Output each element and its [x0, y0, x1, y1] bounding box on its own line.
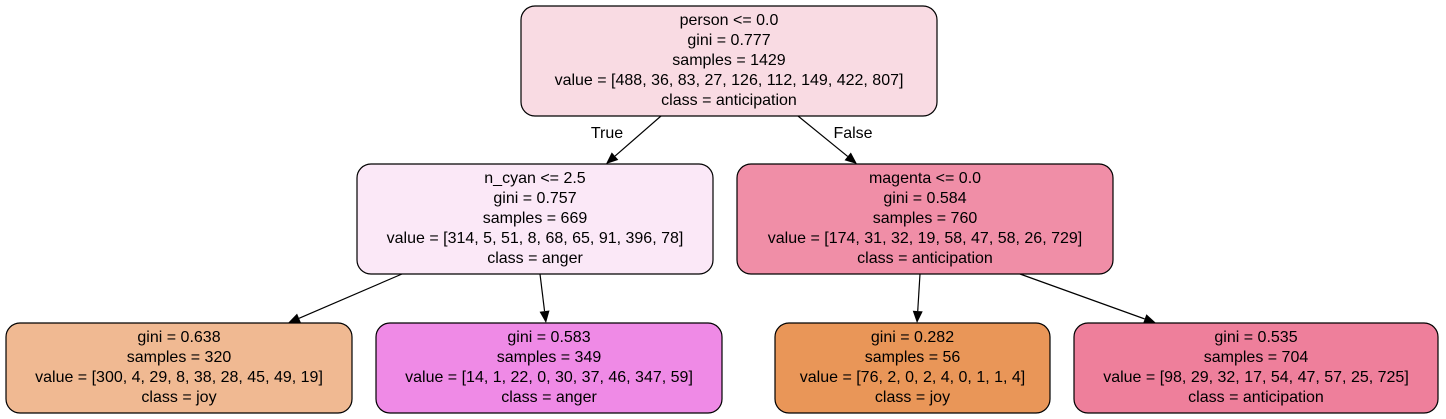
node-line: gini = 0.584 — [883, 190, 966, 207]
arrowhead-icon — [912, 310, 923, 323]
node-line: class = anger — [487, 250, 583, 267]
tree-node-right-right: gini = 0.535 samples = 704 value = [98, 29… — [1073, 322, 1439, 414]
node-box — [5, 322, 353, 414]
arrowhead-icon — [606, 152, 619, 164]
edge-left-to-left-left — [288, 273, 403, 323]
node-line: class = anticipation — [661, 92, 797, 109]
node-line: class = anticipation — [1188, 389, 1324, 406]
node-line: samples = 669 — [483, 210, 588, 227]
node-line: class = joy — [875, 389, 950, 406]
node-line: value = [76, 2, 0, 2, 4, 0, 1, 1, 4] — [800, 369, 1025, 386]
node-box — [520, 5, 938, 117]
tree-node-left: n_cyan <= 2.5 gini = 0.757 samples = 669 va… — [356, 163, 714, 275]
node-line: value = [300, 4, 29, 8, 38, 28, 45, 49, … — [35, 369, 323, 386]
edge-line — [797, 115, 849, 157]
edge-right-to-right-right — [1019, 273, 1156, 324]
node-line: samples = 349 — [497, 349, 602, 366]
tree-node-right-left: gini = 0.282 samples = 56 value = [76, 2, … — [774, 322, 1051, 414]
node-box — [356, 163, 714, 275]
arrowhead-icon — [288, 313, 301, 323]
edge-right-to-right-left — [912, 273, 923, 323]
arrowhead-icon — [539, 310, 550, 323]
node-line: samples = 320 — [127, 349, 232, 366]
edge-line — [298, 273, 403, 319]
node-line: magenta <= 0.0 — [869, 170, 981, 187]
arrowhead-icon — [1143, 314, 1156, 324]
edge-line — [614, 115, 662, 157]
node-line: class = joy — [141, 389, 216, 406]
node-line: value = [314, 5, 51, 8, 68, 65, 91, 396,… — [387, 230, 684, 247]
edge-line — [1019, 273, 1145, 320]
node-line: gini = 0.282 — [871, 329, 954, 346]
node-line: gini = 0.757 — [493, 190, 576, 207]
edge-label-false: False — [833, 125, 872, 142]
node-line: gini = 0.583 — [507, 329, 590, 346]
node-line: class = anger — [501, 389, 597, 406]
edge-line — [539, 273, 546, 312]
arrowhead-icon — [844, 152, 857, 164]
node-line: samples = 760 — [873, 210, 978, 227]
node-box — [736, 163, 1114, 275]
node-box — [1073, 322, 1439, 414]
node-line: n_cyan <= 2.5 — [484, 170, 586, 187]
node-line: value = [174, 31, 32, 19, 58, 47, 58, 26… — [768, 230, 1082, 247]
edge-left-to-left-right — [539, 273, 550, 323]
edges-layer: True False — [288, 115, 1156, 324]
node-line: samples = 56 — [865, 349, 961, 366]
edge-root-to-right: False — [797, 115, 873, 164]
node-line: value = [98, 29, 32, 17, 54, 47, 57, 25,… — [1103, 369, 1409, 386]
tree-node-root: person <= 0.0 gini = 0.777 samples = 1429 v… — [520, 5, 938, 117]
node-box — [774, 322, 1051, 414]
node-line: samples = 704 — [1204, 349, 1309, 366]
edge-label-true: True — [591, 125, 623, 142]
tree-node-right: magenta <= 0.0 gini = 0.584 samples = 760 v… — [736, 163, 1114, 275]
tree-node-left-right: gini = 0.583 samples = 349 value = [14, 1,… — [375, 322, 723, 414]
node-line: value = [14, 1, 22, 0, 30, 37, 46, 347, … — [405, 369, 693, 386]
node-line: samples = 1429 — [672, 52, 786, 69]
node-box — [375, 322, 723, 414]
node-line: gini = 0.535 — [1214, 329, 1297, 346]
edge-root-to-left: True — [591, 115, 662, 164]
node-line: person <= 0.0 — [680, 12, 779, 29]
node-line: gini = 0.638 — [137, 329, 220, 346]
tree-node-left-left: gini = 0.638 samples = 320 value = [300, 4… — [5, 322, 353, 414]
node-line: value = [488, 36, 83, 27, 126, 112, 149,… — [555, 72, 904, 89]
nodes-layer: person <= 0.0 gini = 0.777 samples = 1429 v… — [5, 5, 1439, 414]
edge-line — [917, 273, 921, 312]
node-line: gini = 0.777 — [687, 32, 770, 49]
node-line: class = anticipation — [857, 250, 993, 267]
